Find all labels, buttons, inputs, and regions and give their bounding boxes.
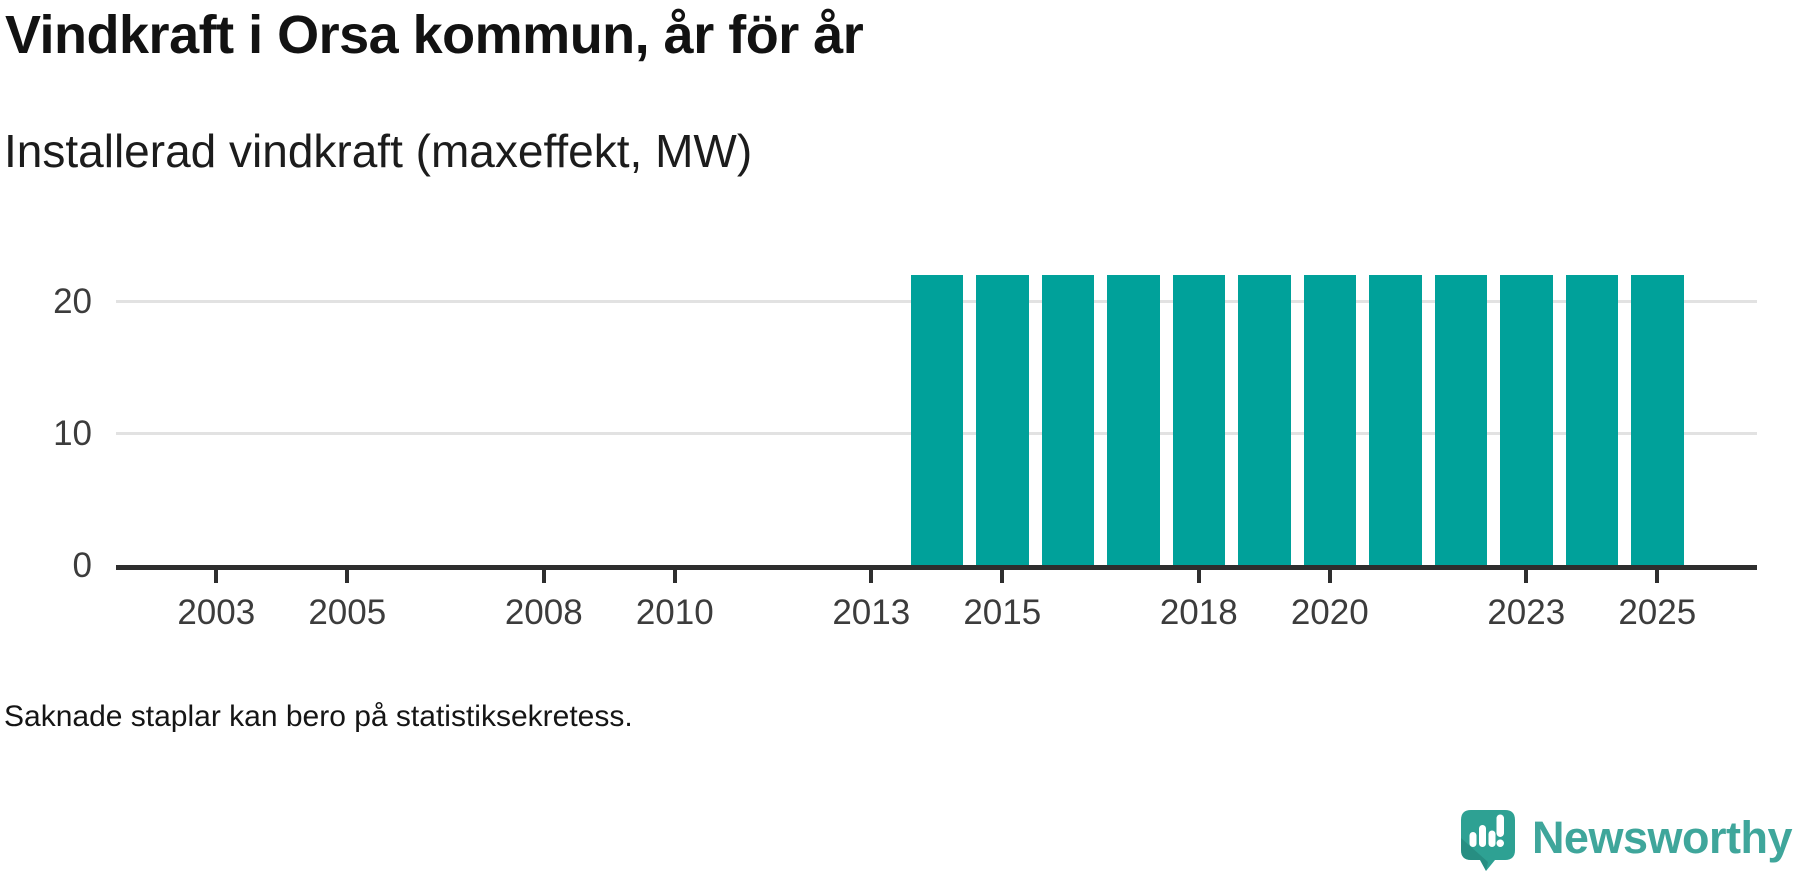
chart-title: Vindkraft i Orsa kommun, år för år — [5, 5, 864, 65]
newsworthy-wordmark: Newsworthy — [1531, 812, 1793, 863]
y-axis-tick-label: 20 — [53, 282, 92, 321]
chart-subtitle: Installerad vindkraft (maxeffekt, MW) — [4, 125, 753, 177]
x-axis-tick — [1327, 570, 1332, 583]
x-axis-tick-label: 2008 — [504, 593, 583, 632]
bar-year-2017 — [1107, 274, 1160, 565]
chart-footnote: Saknade staplar kan bero på statistiksek… — [4, 700, 633, 733]
x-axis-tick — [541, 570, 546, 583]
bar-year-2014 — [910, 274, 963, 565]
x-axis-tick-label: 2013 — [832, 593, 911, 632]
x-axis-tick-label: 2003 — [177, 593, 256, 632]
x-axis-tick — [1524, 570, 1529, 583]
y-axis-tick-label: 0 — [72, 546, 92, 585]
bar-year-2025 — [1631, 274, 1684, 565]
newsworthy-logo: Newsworthy — [1459, 808, 1793, 873]
x-axis-tick-label: 2020 — [1290, 593, 1369, 632]
x-axis-tick — [869, 570, 874, 583]
bar-year-2019 — [1238, 274, 1291, 565]
x-axis-line — [116, 565, 1757, 570]
x-axis-tick — [1655, 570, 1660, 583]
x-axis-tick-label: 2023 — [1487, 593, 1566, 632]
bar-year-2015 — [976, 274, 1029, 565]
bar-year-2016 — [1041, 274, 1094, 565]
x-axis-tick-label: 2015 — [963, 593, 1042, 632]
x-axis-tick — [1196, 570, 1201, 583]
x-axis-tick — [1000, 570, 1005, 583]
bar-year-2023 — [1500, 274, 1553, 565]
bar-year-2020 — [1303, 274, 1356, 565]
x-axis-tick — [214, 570, 219, 583]
x-axis-tick — [672, 570, 677, 583]
y-axis-tick-label: 10 — [53, 414, 92, 453]
x-axis-tick-label: 2005 — [308, 593, 387, 632]
bar-year-2024 — [1565, 274, 1618, 565]
x-axis-tick — [345, 570, 350, 583]
bar-year-2018 — [1172, 274, 1225, 565]
bar-year-2022 — [1434, 274, 1487, 565]
newsworthy-speech-bubble-bars-icon — [1460, 810, 1515, 871]
x-axis-tick-label: 2010 — [635, 593, 714, 632]
x-axis-tick-label: 2025 — [1618, 593, 1697, 632]
x-axis-tick-label: 2018 — [1159, 593, 1238, 632]
bar-year-2021 — [1369, 274, 1422, 565]
